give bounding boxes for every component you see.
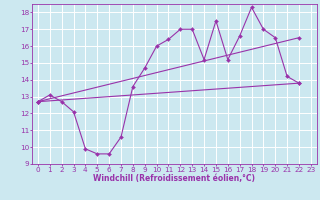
X-axis label: Windchill (Refroidissement éolien,°C): Windchill (Refroidissement éolien,°C): [93, 174, 255, 183]
